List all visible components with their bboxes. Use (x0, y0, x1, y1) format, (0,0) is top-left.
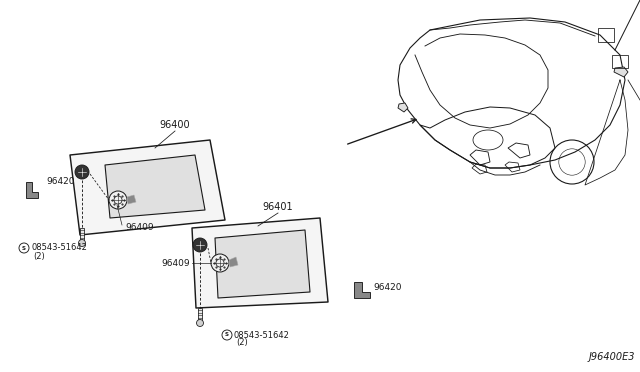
Text: 96400: 96400 (160, 120, 190, 130)
Polygon shape (354, 282, 370, 298)
Polygon shape (70, 140, 225, 235)
Circle shape (75, 165, 89, 179)
Polygon shape (26, 182, 38, 198)
Polygon shape (229, 257, 238, 267)
Text: (2): (2) (236, 339, 248, 347)
Polygon shape (198, 308, 202, 320)
Polygon shape (614, 67, 628, 77)
Circle shape (193, 238, 207, 252)
Text: S: S (22, 246, 26, 250)
Text: 96420: 96420 (373, 283, 401, 292)
Text: 96409: 96409 (161, 259, 190, 267)
Polygon shape (398, 103, 408, 112)
Text: (2): (2) (33, 251, 45, 260)
Polygon shape (127, 195, 136, 204)
Polygon shape (105, 155, 205, 218)
Text: 96401: 96401 (262, 202, 293, 212)
Circle shape (109, 191, 127, 209)
Text: 08543-51642: 08543-51642 (234, 330, 290, 340)
Circle shape (196, 320, 204, 327)
Text: S: S (225, 333, 229, 337)
Polygon shape (192, 218, 328, 308)
Circle shape (79, 240, 86, 247)
Text: J96400E3: J96400E3 (589, 352, 635, 362)
Polygon shape (215, 230, 310, 298)
Text: 96420: 96420 (46, 177, 74, 186)
Text: 96409: 96409 (125, 222, 154, 231)
Polygon shape (80, 228, 84, 240)
Text: 08543-51642: 08543-51642 (31, 244, 87, 253)
Circle shape (211, 254, 229, 272)
